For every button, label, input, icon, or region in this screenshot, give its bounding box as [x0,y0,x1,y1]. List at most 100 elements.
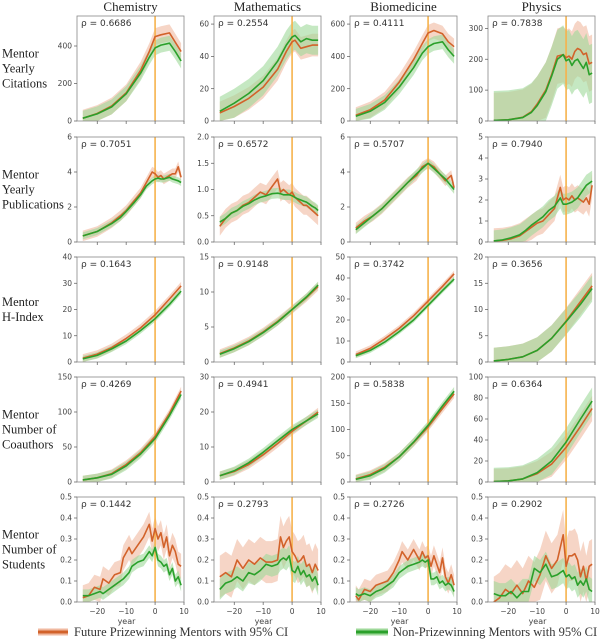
x-tick-label: 10 [590,607,600,616]
column-title-mathematics: Mathematics [234,0,301,14]
series-line-non [219,34,319,112]
row-label-line: Mentor [2,47,40,61]
plot-area [355,497,455,602]
y-tick-label: 60 [473,415,483,424]
x-tick-label: 10 [179,607,189,616]
column-title-physics: Physics [522,0,562,14]
legend-item-non: Non-Prizewinning Mentors with 95% CI [356,625,597,639]
plot-area [82,137,182,242]
series-line-prize [82,166,182,237]
y-tick-label: 60 [199,20,209,29]
y-tick-label: 20 [199,408,209,417]
y-tick-label: 0.0 [60,598,72,607]
y-tick-label: 0.0 [197,598,209,607]
panel-publications-biomedicine: 0 2 4 6 ρ = 0.5707 [340,133,458,247]
rho-annotation: ρ = 0.6686 [81,19,132,29]
y-tick-label: 400 [58,42,73,51]
axes-frame [76,136,185,243]
x-tick-label: 10 [316,607,326,616]
y-tick-label: 30 [199,373,209,382]
y-tick-label: 10 [62,331,72,340]
y-tick-label: 2.0 [197,133,209,142]
series-line-non [82,290,182,360]
y-tick-label: 50 [62,443,72,452]
row-label-line: Mentor [2,168,40,182]
rho-annotation: ρ = 0.3656 [492,260,543,270]
y-tick-label: 200 [58,79,73,88]
legend: Future Prizewinning Mentors with 95% CI … [38,625,597,639]
plot-area [355,137,455,242]
y-tick-label: 0.5 [197,493,209,502]
y-tick-label: 1 [478,217,483,226]
y-tick-label: 0.1 [333,577,345,586]
y-tick-label: 5 [478,133,483,142]
y-tick-label: 80 [473,394,483,403]
ci-band-prize [355,270,455,358]
series-line-non [355,40,455,117]
x-tick-label: −10 [118,607,134,616]
panel-citations-chemistry: 0 200 400 ρ = 0.6686 [58,15,185,126]
plot-area [82,16,182,121]
x-tick-label: 0 [426,607,431,616]
y-tick-label: 10 [335,337,345,346]
axes-frame [213,256,322,363]
ci-band-non [82,390,182,482]
y-tick-label: 5 [204,323,209,332]
y-tick-label: 40 [62,253,72,262]
y-tick-label: 0 [478,238,483,247]
axes-frame [76,496,185,603]
plot-area [493,377,593,482]
y-tick-label: 20 [473,253,483,262]
column-titles: Chemistry Mathematics Biomedicine Physics [103,0,561,14]
rho-annotation: ρ = 0.4941 [218,380,268,390]
panel-coauthors-mathematics: 0 10 20 30 ρ = 0.4941 [199,373,322,487]
plot-area [219,137,319,242]
row-label-line: Publications [2,198,64,212]
rho-annotation: ρ = 0.7940 [492,140,543,150]
series-line-non [219,554,319,590]
y-tick-label: 0.5 [471,493,483,502]
rho-annotation: ρ = 0.5707 [354,140,404,150]
y-tick-label: 150 [331,399,346,408]
y-tick-label: 0.0 [197,238,209,247]
plot-area [82,377,182,482]
y-tick-label: 0 [478,478,483,487]
y-tick-label: 0 [67,238,72,247]
series-line-prize [493,533,593,602]
series-line-non [82,42,182,119]
legend-label-prize: Future Prizewinning Mentors with 95% CI [74,625,288,639]
series-line-non [493,288,593,362]
y-tick-label: 0 [478,117,483,126]
y-tick-label: 40 [335,274,345,283]
ci-band-prize [493,172,593,242]
axes-frame [76,256,185,363]
plot-area [82,497,182,602]
y-tick-label: 40 [473,436,483,445]
legend-item-prize: Future Prizewinning Mentors with 95% CI [38,625,288,639]
x-axis-label: year [391,617,410,626]
axes-frame [349,496,458,603]
series-line-prize [82,523,182,599]
y-tick-label: 0.3 [471,535,483,544]
y-tick-label: 150 [58,373,73,382]
ci-band-non [219,187,319,228]
y-tick-label: 0 [340,238,345,247]
x-tick-label: −20 [89,607,105,616]
x-tick-label: 0 [290,607,295,616]
rho-annotation: ρ = 0.1643 [81,260,131,270]
y-tick-label: 0 [67,117,72,126]
rho-annotation: ρ = 0.7838 [492,19,543,29]
series-line-non [82,394,182,481]
row-label-line: Mentor [2,408,40,422]
plot-area [219,377,319,482]
series-line-prize [355,273,455,356]
ci-band-prize [355,389,455,482]
axes-frame [487,496,596,603]
panel-publications-physics: 0 1 2 3 4 5 ρ = 0.7940 [478,133,596,247]
rho-annotation: ρ = 0.2726 [354,500,405,510]
rho-annotation: ρ = 0.4111 [354,19,404,29]
series-line-non [355,162,455,231]
x-axis-label: year [529,617,548,626]
